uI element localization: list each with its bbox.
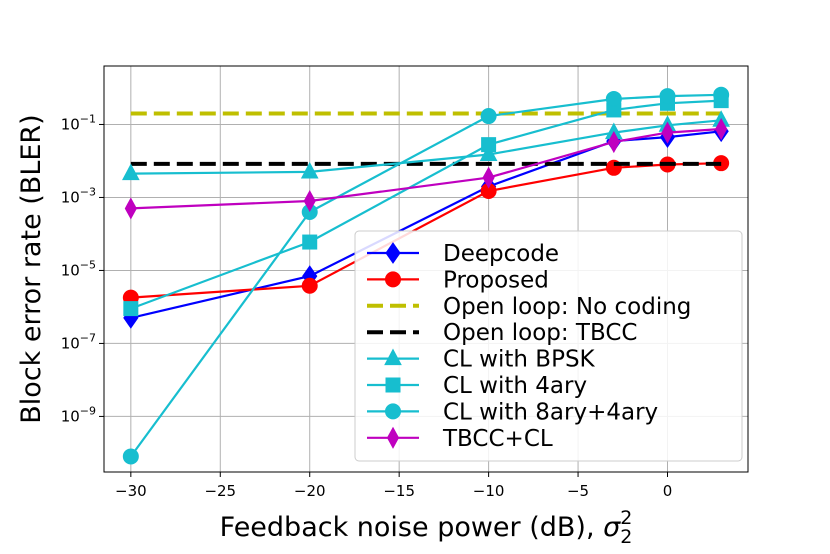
y-tick-label: 10−1 xyxy=(61,112,96,133)
x-tick-label: −30 xyxy=(115,482,147,500)
legend-label: Proposed xyxy=(443,267,549,293)
plot-area-frame xyxy=(103,65,749,473)
x-tick-label: 0 xyxy=(663,482,673,500)
data-point xyxy=(605,90,622,107)
data-point xyxy=(482,166,495,189)
legend-label: TBCC+CL xyxy=(442,426,553,452)
data-point xyxy=(302,234,318,250)
x-axis-label: Feedback noise power (dB), σ2 2 xyxy=(220,507,633,548)
y-tick-label: 10−5 xyxy=(61,258,96,279)
x-tick-label: −20 xyxy=(294,482,326,500)
series-line xyxy=(130,119,722,175)
legend-marker xyxy=(385,403,401,420)
data-point xyxy=(122,163,140,181)
x-tick-label: −10 xyxy=(473,482,505,500)
data-point xyxy=(301,277,318,294)
legend-marker xyxy=(385,242,401,264)
legend-label: Open loop: TBCC xyxy=(443,320,637,346)
axis-ticks: −30 −25 −20 −15 −10 −5 0 10−9 10−7 10−5 10−3 10−1 xyxy=(61,112,673,500)
legend-entry: CL with 8ary+4ary xyxy=(367,399,658,425)
y-tick-label: 10−3 xyxy=(61,185,96,206)
y-axis-label: Block error rate (BLER) xyxy=(16,114,47,423)
data-point xyxy=(481,137,497,153)
legend-entry: Deepcode xyxy=(367,241,559,267)
series-7 xyxy=(124,117,728,220)
legend-entry: Open loop: No coding xyxy=(367,294,691,320)
series-6 xyxy=(122,86,730,465)
series-layer xyxy=(122,86,731,465)
legend-entry: CL with 4ary xyxy=(367,373,587,399)
series-line xyxy=(130,127,722,210)
legend-label: Open loop: No coding xyxy=(443,294,691,320)
data-point xyxy=(715,117,728,141)
legend-entry: Open loop: TBCC xyxy=(367,320,637,346)
legend-entry: CL with BPSK xyxy=(367,347,596,373)
data-point xyxy=(303,189,316,213)
y-tick-label: 10−9 xyxy=(61,404,96,425)
series-line xyxy=(130,162,722,299)
legend-label: CL with 8ary+4ary xyxy=(443,399,658,425)
legend-marker xyxy=(384,348,402,366)
data-point xyxy=(661,121,674,144)
series-line xyxy=(129,93,722,458)
legend-entry: TBCC+CL xyxy=(367,426,553,452)
data-point xyxy=(479,144,498,162)
x-tick-label: −15 xyxy=(383,482,415,500)
legend-marker xyxy=(385,377,401,393)
data-point xyxy=(300,161,319,179)
legend-entry: Proposed xyxy=(367,267,549,293)
legend-label: CL with BPSK xyxy=(443,347,596,373)
legend-marker xyxy=(386,426,400,449)
y-tick-label: 10−7 xyxy=(61,331,96,352)
x-tick-label: −25 xyxy=(204,482,236,500)
legend-marker xyxy=(385,271,401,288)
data-point xyxy=(607,131,620,154)
data-point xyxy=(124,197,137,220)
data-point xyxy=(713,86,730,103)
data-point xyxy=(480,108,497,125)
legend-box xyxy=(354,230,743,462)
data-point xyxy=(123,301,139,317)
legend-label: CL with 4ary xyxy=(443,373,587,399)
x-tick-label: −5 xyxy=(567,482,589,500)
legend-label: Deepcode xyxy=(443,241,559,267)
data-point xyxy=(122,448,139,465)
data-point xyxy=(659,88,676,105)
